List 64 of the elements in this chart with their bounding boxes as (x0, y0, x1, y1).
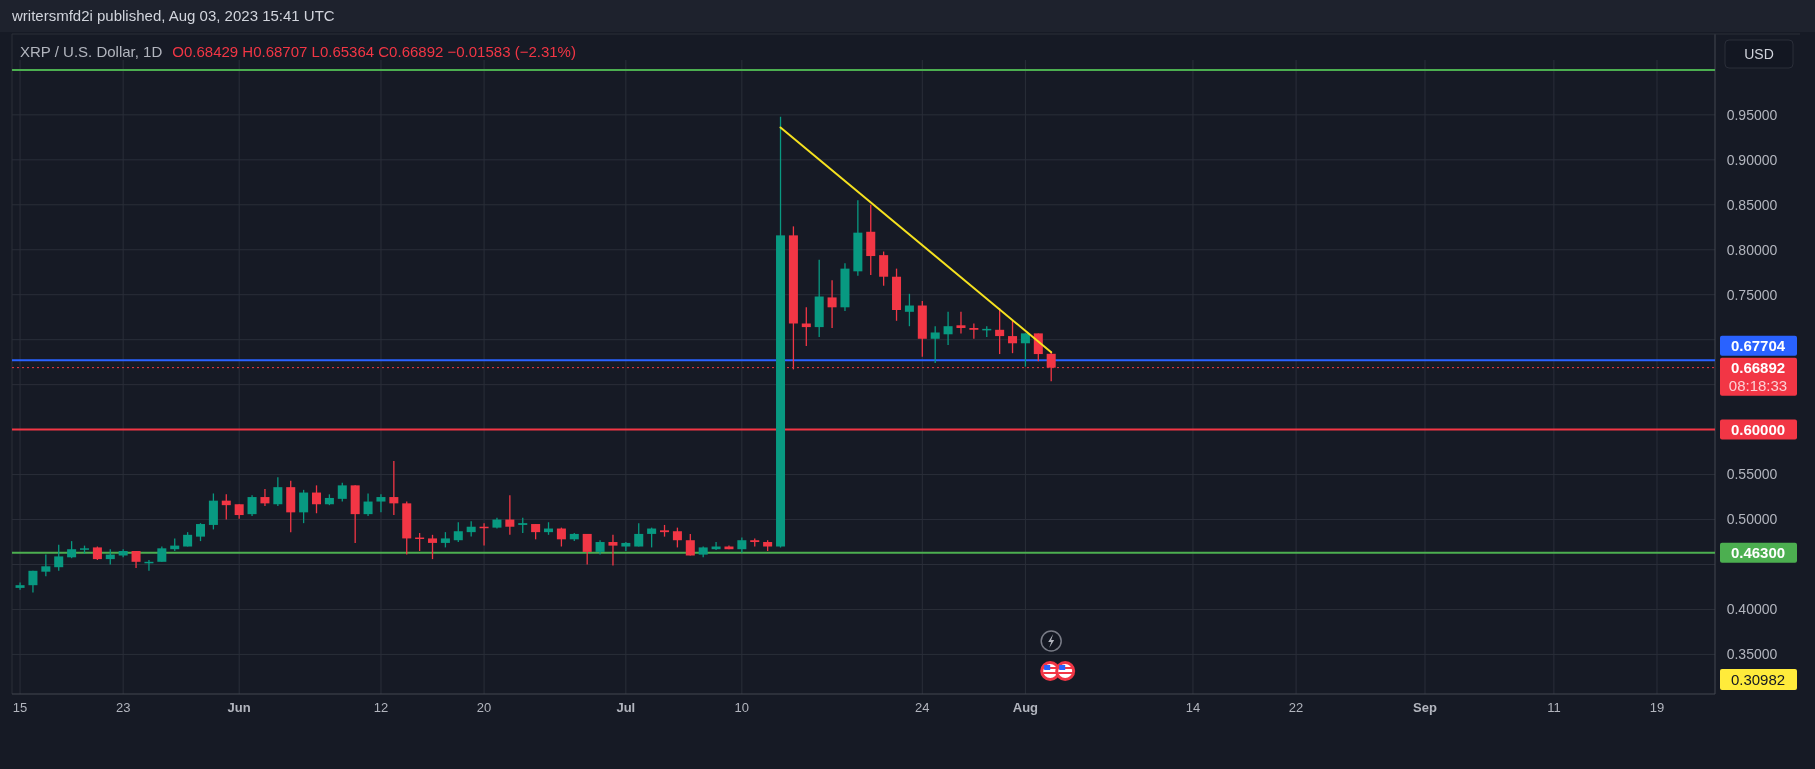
candlestick (15, 581, 25, 591)
candlestick (1020, 332, 1030, 368)
candlestick (337, 482, 347, 503)
candlestick (801, 306, 811, 347)
x-tick-label: Jul (616, 700, 636, 715)
candlestick (260, 488, 270, 507)
x-tick-label: 12 (373, 700, 389, 715)
x-tick-label: Sep (1413, 700, 1437, 715)
x-tick-label: Aug (1012, 700, 1039, 715)
candlestick (247, 494, 257, 517)
x-tick-label: 24 (915, 700, 930, 715)
candlestick (956, 311, 966, 335)
chart-subtitle: O0.68429 H0.68707 L0.65364 C0.66892 −0.01583 (−2.31%) (172, 43, 576, 60)
candlestick (827, 279, 837, 329)
y-axis-title: USD (1744, 45, 1774, 62)
y-tick-label: 0.35000 (1726, 646, 1778, 663)
y-tick-label: 0.80000 (1726, 241, 1778, 258)
candlestick (363, 492, 373, 517)
candlestick (54, 544, 64, 572)
x-tick-label: 22 (1288, 700, 1304, 715)
y-tick-label: 0.55000 (1726, 466, 1778, 483)
ref-line-label: 0.66892 08:18:33 (1728, 358, 1788, 394)
ref-line-label: 0.60000 (1730, 420, 1786, 438)
candlestick (930, 325, 940, 364)
candlestick (582, 533, 592, 566)
candlestick (41, 553, 51, 577)
candlestick (428, 534, 438, 560)
candlestick (647, 526, 657, 549)
candlestick (685, 533, 695, 557)
candlestick (904, 293, 914, 327)
y-tick-label: 0.40000 (1726, 601, 1778, 618)
candlestick (943, 311, 953, 346)
candlestick (453, 521, 463, 543)
y-tick-label: 0.95000 (1726, 106, 1778, 123)
x-tick-label: 23 (115, 700, 131, 715)
y-tick-label: 0.85000 (1726, 196, 1778, 213)
candlestick (556, 526, 566, 548)
candlestick (273, 476, 283, 507)
candlestick (1008, 320, 1018, 354)
candlestick (879, 250, 889, 287)
chart-title: XRP / U.S. Dollar, 1D (20, 43, 163, 60)
ref-line-label: 0.67704 (1730, 336, 1786, 354)
text: 0.30982 (1730, 671, 1786, 689)
x-tick-label: 19 (1649, 700, 1665, 715)
ref-line-label: 0.46300 (1730, 544, 1786, 562)
text: writersmfd2i published, Aug 03, 2023 15:41 UTC (11, 7, 335, 24)
y-tick-label: 0.50000 (1726, 511, 1778, 528)
x-tick-label: 10 (734, 700, 750, 715)
x-tick-label: 15 (12, 700, 28, 715)
candlestick (608, 534, 618, 567)
x-tick-label: 14 (1185, 700, 1201, 715)
x-tick-label: Jun (227, 700, 251, 715)
candlestick (672, 526, 682, 549)
candlestick (634, 522, 644, 548)
candlestick (299, 489, 309, 524)
x-tick-label: 20 (476, 700, 492, 715)
candlestick (312, 484, 322, 514)
candlestick (389, 460, 399, 516)
y-tick-label: 0.75000 (1726, 286, 1778, 303)
x-tick-label: 11 (1547, 700, 1561, 715)
candlestick (505, 494, 515, 536)
y-tick-label: 0.90000 (1726, 151, 1778, 168)
candlestick (376, 493, 386, 513)
candlestick (969, 322, 979, 340)
